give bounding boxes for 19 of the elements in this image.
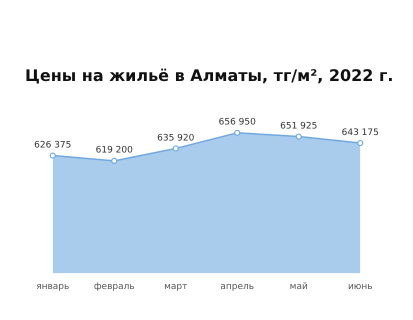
x-tick-label: январь	[36, 282, 70, 292]
data-label: 656 950	[218, 118, 256, 128]
data-label: 651 925	[280, 121, 318, 132]
x-tick-label: май	[290, 282, 308, 292]
x-tick-label: февраль	[94, 282, 135, 292]
point	[296, 133, 302, 140]
x-tick-label: июнь	[348, 282, 373, 292]
data-label: 635 920	[157, 133, 195, 144]
x-tick-label: март	[164, 282, 188, 292]
data-label: 619 200	[96, 146, 134, 156]
data-label: 643 175	[342, 128, 379, 138]
point	[234, 130, 240, 136]
point	[172, 145, 179, 152]
point	[50, 152, 56, 159]
chart-title: Цены на жильё в Алматы, тг/м², 2022 г.	[25, 66, 394, 85]
data-label: 626 375	[34, 140, 72, 150]
point	[111, 158, 118, 164]
x-tick-label: апрель	[220, 282, 254, 292]
point	[357, 140, 364, 146]
